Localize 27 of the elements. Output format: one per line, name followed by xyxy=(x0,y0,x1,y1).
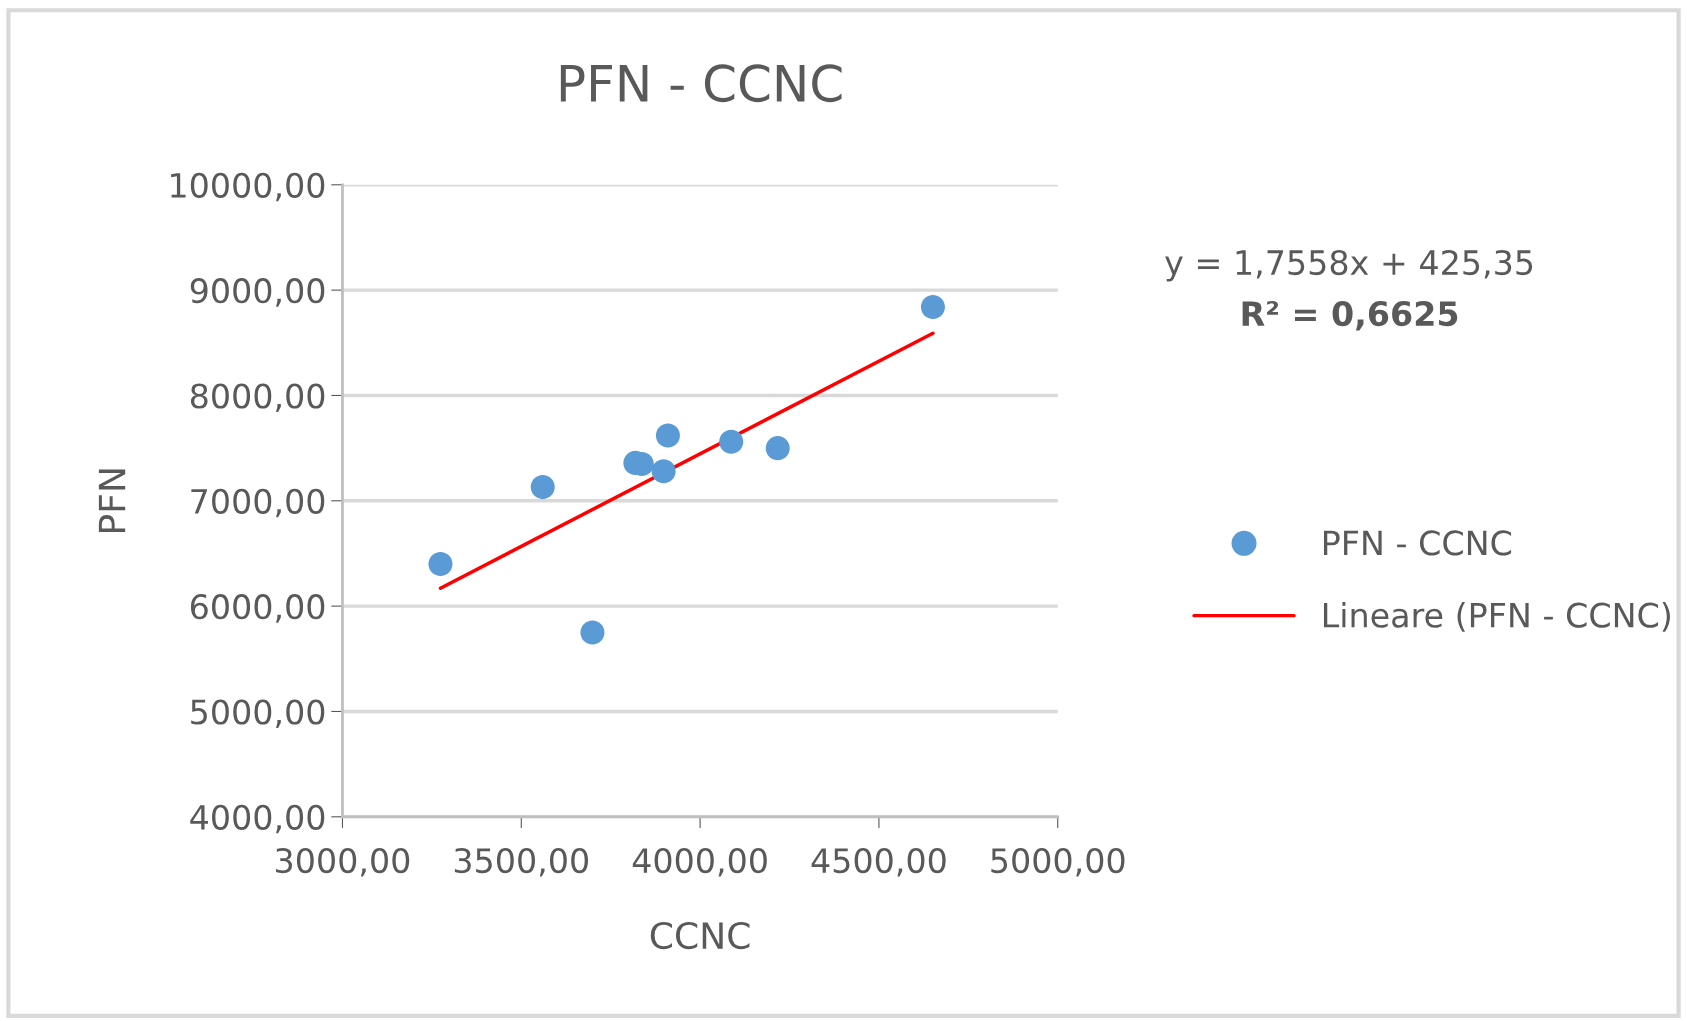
y-axis-title: PFN xyxy=(98,469,126,533)
y-tick-label: 4000,00 xyxy=(190,804,325,834)
legend-label: PFN - CCNC xyxy=(1323,530,1512,556)
y-tick-label: 10000,00 xyxy=(171,172,325,202)
point xyxy=(651,459,676,484)
point xyxy=(580,620,605,645)
y-tick-label: 8000,00 xyxy=(190,383,325,413)
text: R² = 0,6625 xyxy=(1242,300,1458,331)
y-tick-label: 5000,00 xyxy=(191,699,325,729)
x-axis-title: CCNC xyxy=(650,921,750,950)
text: y = 1,7558x + 425,35 xyxy=(1165,249,1533,282)
point xyxy=(530,475,555,500)
y-tick-label: 7000,00 xyxy=(191,488,325,518)
x-tick-label: 3000,00 xyxy=(276,847,410,877)
point xyxy=(655,423,680,448)
y-tick-label: 9000,00 xyxy=(190,278,325,307)
x-tick-label: 4500,00 xyxy=(811,847,946,877)
x-tick-label: 3500,00 xyxy=(454,847,588,877)
x-tick-label: 4000,00 xyxy=(632,847,767,877)
y-tick-label: 6000,00 xyxy=(190,594,325,623)
point xyxy=(428,551,453,577)
chart-title: PFN - CCNC xyxy=(560,64,842,103)
point xyxy=(719,429,744,454)
x-tick-label: 5000,00 xyxy=(991,847,1125,877)
legend-label: Lineare (PFN - CCNC) xyxy=(1323,601,1670,632)
point xyxy=(920,294,945,320)
point xyxy=(765,436,790,461)
